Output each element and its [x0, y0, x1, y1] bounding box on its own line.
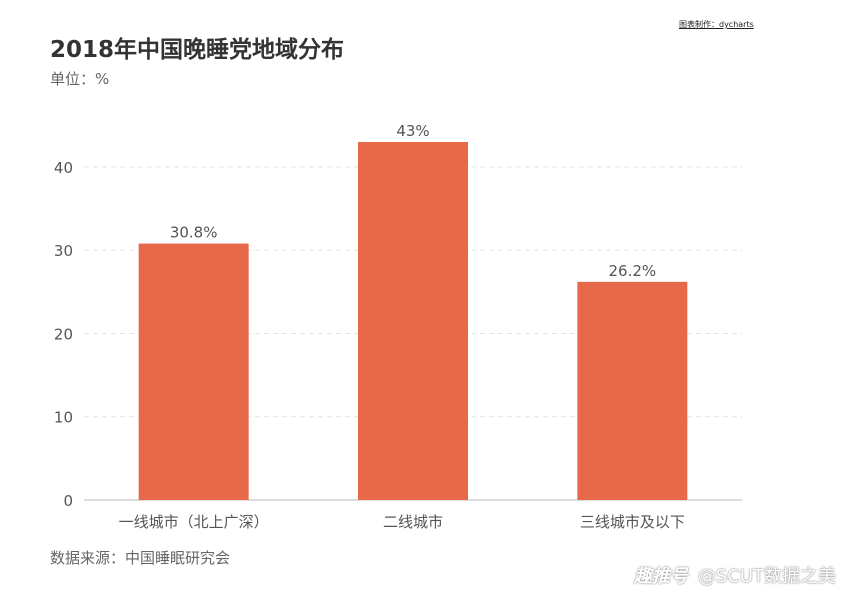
bar [577, 281, 688, 500]
x-tick-label: 一线城市（北上广深） [119, 513, 269, 531]
watermark: 趣推号 @SCUT数据之美 [634, 562, 836, 588]
chart-credit: 图表制作：dycharts [679, 20, 754, 29]
y-tick-label: 20 [54, 325, 73, 343]
watermark-logo: 趣推号 [633, 566, 688, 587]
x-tick-label: 三线城市及以下 [580, 513, 685, 531]
x-tick-label: 二线城市 [383, 513, 443, 531]
data-label: 26.2% [609, 262, 657, 280]
y-tick-label: 30 [54, 242, 73, 260]
bar [358, 142, 468, 500]
y-tick-label: 10 [54, 409, 73, 427]
chart-unit: 单位：% [50, 70, 110, 88]
chart-title: 2018年中国晚睡党地域分布 [50, 37, 345, 63]
data-source: 数据来源：中国睡眠研究会 [50, 549, 231, 567]
data-label: 43% [396, 122, 429, 140]
y-tick-label: 40 [54, 159, 73, 177]
y-tick-label: 0 [63, 492, 73, 510]
watermark-text: @SCUT数据之美 [697, 566, 836, 587]
data-label: 30.8% [170, 224, 218, 242]
bar [138, 243, 249, 501]
